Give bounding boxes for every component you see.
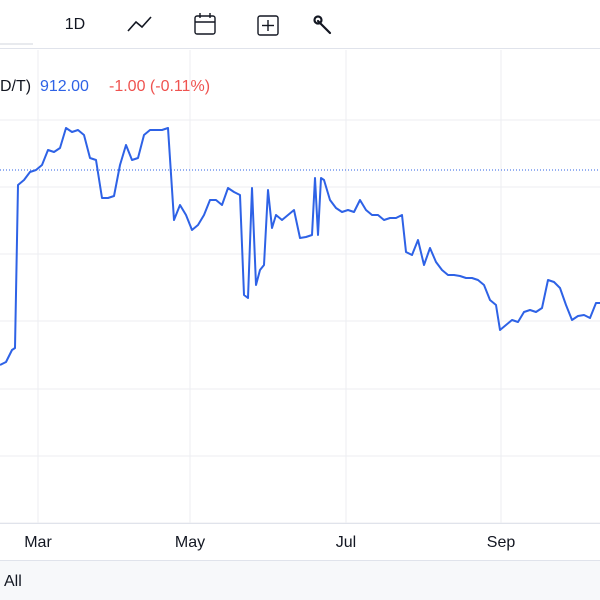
x-tick-label: Sep bbox=[487, 534, 516, 551]
range-bar bbox=[0, 560, 600, 600]
toolbar bbox=[0, 0, 600, 48]
range-all-button[interactable]: All bbox=[4, 573, 22, 590]
settings-button[interactable] bbox=[313, 15, 332, 35]
plot bbox=[0, 50, 600, 524]
chart-type-button[interactable] bbox=[127, 16, 152, 32]
add-indicator-button[interactable] bbox=[257, 15, 279, 36]
x-tick-label: May bbox=[175, 534, 205, 551]
legend-change: -1.00 (-0.11%) bbox=[109, 78, 210, 95]
interval-button[interactable]: 1D bbox=[65, 16, 85, 33]
legend-symbol: D/T) bbox=[0, 78, 31, 95]
x-tick-label: Jul bbox=[336, 534, 356, 551]
date-range-button[interactable] bbox=[194, 13, 216, 35]
price-line bbox=[0, 127, 600, 366]
x-tick-label: Mar bbox=[24, 534, 52, 551]
legend-price: 912.00 bbox=[40, 78, 89, 95]
